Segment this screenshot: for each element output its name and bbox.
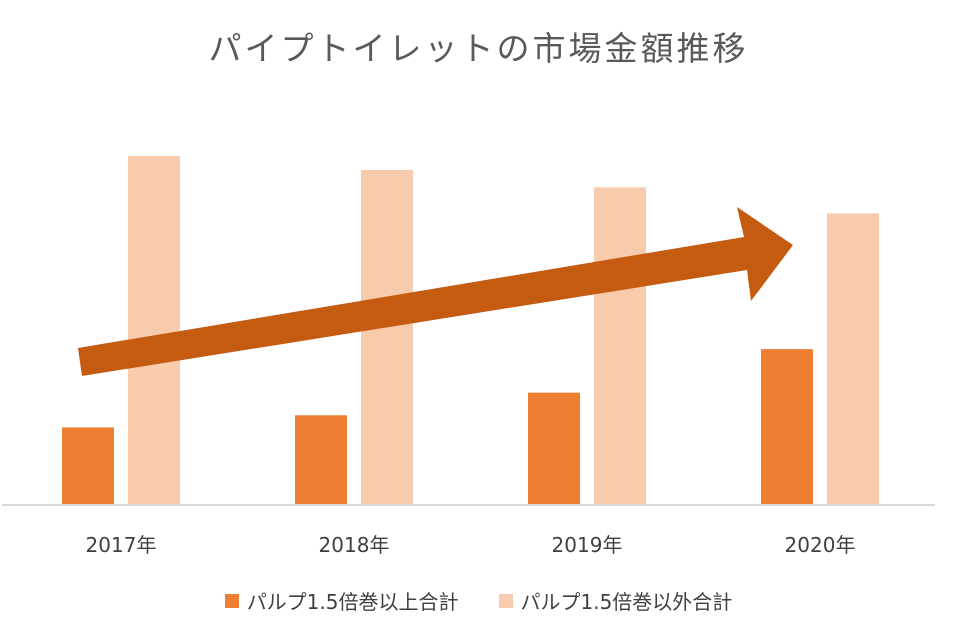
bar-series1 xyxy=(295,415,347,504)
legend-swatch xyxy=(498,593,513,608)
bar-series2 xyxy=(361,169,413,505)
legend-label: パルプ1.5倍巻以外合計 xyxy=(520,590,733,614)
x-tick-label: 2017年 xyxy=(86,533,157,557)
bars-layer xyxy=(62,156,879,505)
x-tick-labels: 2017年 2018年 2019年 2020年 xyxy=(86,533,856,557)
chart-title: パイプトイレットの市場金額推移 xyxy=(208,29,749,68)
bar-chart: 2017年 2018年 2019年 2020年 xyxy=(2,156,935,557)
bar-series1 xyxy=(62,427,114,504)
legend-item: パルプ1.5倍巻以外合計 xyxy=(498,586,733,615)
bar-series2 xyxy=(128,156,180,504)
legend-item: パルプ1.5倍巻以上合計 xyxy=(224,586,459,615)
bar-series1 xyxy=(528,392,580,504)
trend-arrow xyxy=(78,207,793,376)
bar-series1 xyxy=(761,349,813,504)
legend: パルプ1.5倍巻以上合計 パルプ1.5倍巻以外合計 xyxy=(0,586,957,615)
legend-swatch xyxy=(224,593,239,608)
x-tick-label: 2018年 xyxy=(319,533,390,557)
x-tick-label: 2020年 xyxy=(785,533,856,557)
x-tick-label: 2019年 xyxy=(552,533,623,557)
bar-series2 xyxy=(594,187,646,504)
legend-label: パルプ1.5倍巻以上合計 xyxy=(246,590,459,614)
bar-series2 xyxy=(827,213,879,505)
